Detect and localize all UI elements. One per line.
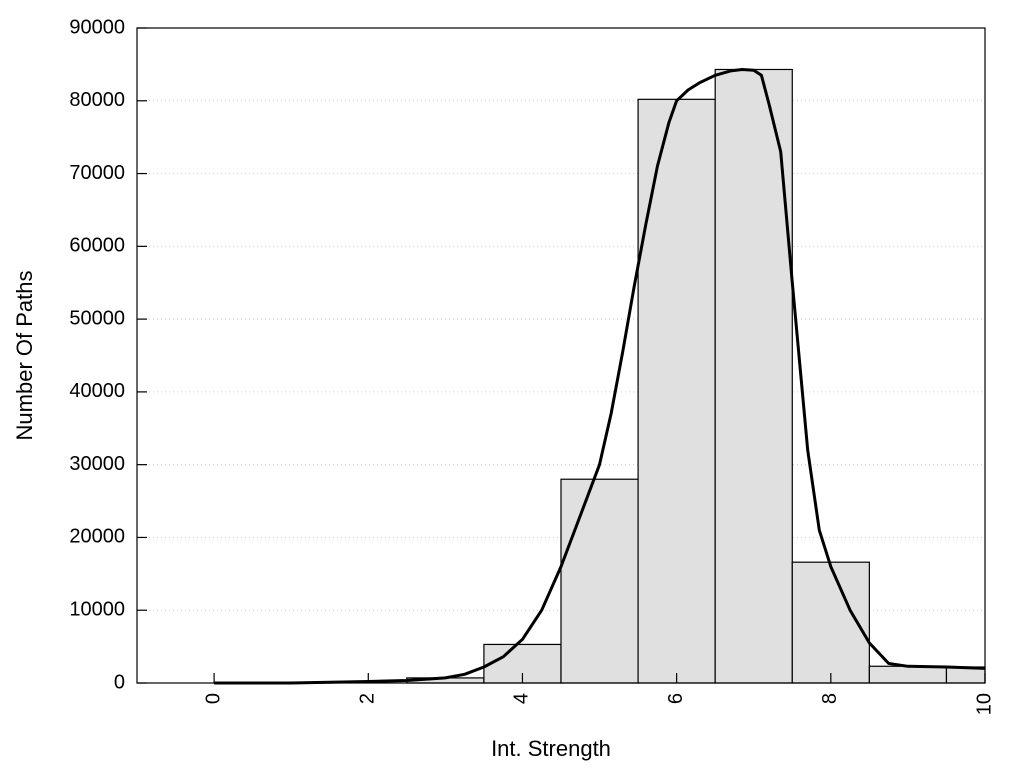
histogram-bar xyxy=(868,665,948,684)
y-axis-ticks: 0 10000 20000 30000 40000 50000 60000 70000 8000… xyxy=(69,16,147,693)
x-axis-label: Int. Strength xyxy=(491,736,611,761)
y-tick-label: 60000 xyxy=(69,235,125,257)
plot-area-frame xyxy=(136,27,986,684)
fit-curve-layer xyxy=(214,68,986,685)
x-tick-label: 0 xyxy=(202,693,224,704)
histogram-bars xyxy=(406,68,986,684)
y-tick-label: 40000 xyxy=(69,380,125,402)
fit-curve xyxy=(214,68,986,685)
y-tick-label: 90000 xyxy=(69,16,125,38)
y-tick-label: 50000 xyxy=(69,307,125,329)
x-tick-label: 10 xyxy=(973,693,995,715)
y-tick-label: 80000 xyxy=(69,89,125,111)
y-tick-label: 70000 xyxy=(69,162,125,184)
y-tick-label: 0 xyxy=(114,671,125,693)
histogram-bar xyxy=(637,98,716,684)
x-tick-label: 8 xyxy=(819,693,841,704)
y-tick-label: 30000 xyxy=(69,453,125,475)
x-axis-ticks: 0 2 4 6 8 10 xyxy=(202,673,995,715)
x-tick-label: 6 xyxy=(665,693,687,704)
y-axis-label: Number Of Paths xyxy=(12,271,37,441)
x-tick-label: 2 xyxy=(357,693,379,704)
y-tick-label: 20000 xyxy=(69,526,125,548)
y-tick-label: 10000 xyxy=(69,599,125,621)
x-tick-label: 4 xyxy=(511,693,533,704)
histogram-bar xyxy=(560,478,639,684)
